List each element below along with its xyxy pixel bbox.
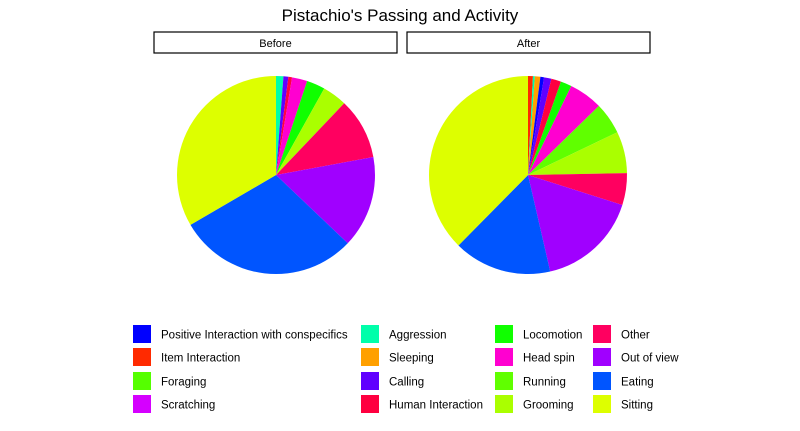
pie-slice-positive-interaction-with-conspecifics [528,76,545,175]
legend-label: Sleeping [389,353,434,365]
legend-label: Sitting [621,400,653,412]
pie-slice-aggression [276,76,284,175]
legend-item-calling: Calling [361,372,424,390]
legend-label: Locomotion [523,330,582,342]
facet-label: After [517,38,541,50]
legend-item-human-interaction: Human Interaction [361,395,483,413]
legend: Positive Interaction with conspecifics It… [133,325,679,413]
legend-item-item-interaction: Item Interaction [133,348,240,366]
pie-slice-locomotion [528,81,572,175]
pie-slice-sitting [429,76,528,246]
pie-slice-other [276,103,374,175]
pie-slice-eating [190,175,348,274]
legend-key [495,372,513,390]
pie-slice-other [528,173,627,205]
legend-item-positive-interaction-with-conspecifics: Positive Interaction with conspecifics [133,325,348,343]
legend-item-foraging: Foraging [133,372,206,390]
legend-item-sitting: Sitting [593,395,653,413]
pie-slice-calling [528,77,552,175]
legend-item-other: Other [593,325,650,343]
legend-item-locomotion: Locomotion [495,325,582,343]
legend-key [133,395,151,413]
legend-key [361,325,379,343]
pie-slice-out-of-view [276,157,375,244]
pie-slice-item-interaction [528,76,533,175]
legend-key [361,372,379,390]
legend-key [495,325,513,343]
pie-slice-human-interaction [276,76,293,175]
pie-slice-locomotion [276,81,325,175]
pie-slice-grooming [276,88,345,175]
pie-slice-aggression [528,76,535,175]
pie-slice-human-interaction [528,78,561,175]
legend-item-scratching: Scratching [133,395,215,413]
pie-slice-sleeping [528,76,541,175]
legend-label: Grooming [523,400,574,412]
legend-label: Foraging [161,377,206,389]
legend-label: Running [523,377,566,389]
pie-slice-out-of-view [528,175,623,272]
legend-label: Item Interaction [161,353,240,365]
legend-item-out-of-view: Out of view [593,348,679,366]
pie-slice-sitting [176,76,276,225]
legend-label: Scratching [161,400,215,412]
legend-label: Other [621,330,650,342]
legend-label: Positive Interaction with conspecifics [161,330,348,342]
facet-strip [153,31,398,54]
pie-slice-head-spin [276,77,308,175]
legend-item-sleeping: Sleeping [361,348,434,366]
legend-label: Aggression [389,330,447,342]
legend-key [133,325,151,343]
legend-key [361,395,379,413]
legend-label: Human Interaction [389,400,483,412]
pie-slice-running [528,105,618,175]
pie-slice-grooming [528,132,627,175]
legend-item-head-spin: Head spin [495,348,575,366]
legend-key [133,372,151,390]
facet-strip [406,31,651,54]
facet-label: Before [259,38,291,50]
legend-key [495,395,513,413]
chart-title: Pistachio's Passing and Activity [282,6,519,25]
panel-before: Before [153,31,398,274]
legend-key [133,348,151,366]
legend-label: Calling [389,377,424,389]
legend-item-running: Running [495,372,566,390]
legend-label: Head spin [523,353,575,365]
pie-slice-eating [458,175,551,275]
legend-label: Out of view [621,353,679,365]
pie-slice-head-spin [528,85,599,175]
legend-label: Eating [621,377,654,389]
legend-key [593,372,611,390]
pie-slice-calling [276,76,289,175]
legend-key [361,348,379,366]
legend-item-eating: Eating [593,372,654,390]
legend-item-aggression: Aggression [361,325,447,343]
legend-key [593,325,611,343]
legend-key [495,348,513,366]
legend-item-grooming: Grooming [495,395,574,413]
legend-key [593,395,611,413]
panel-after: After [406,31,651,275]
legend-key [593,348,611,366]
